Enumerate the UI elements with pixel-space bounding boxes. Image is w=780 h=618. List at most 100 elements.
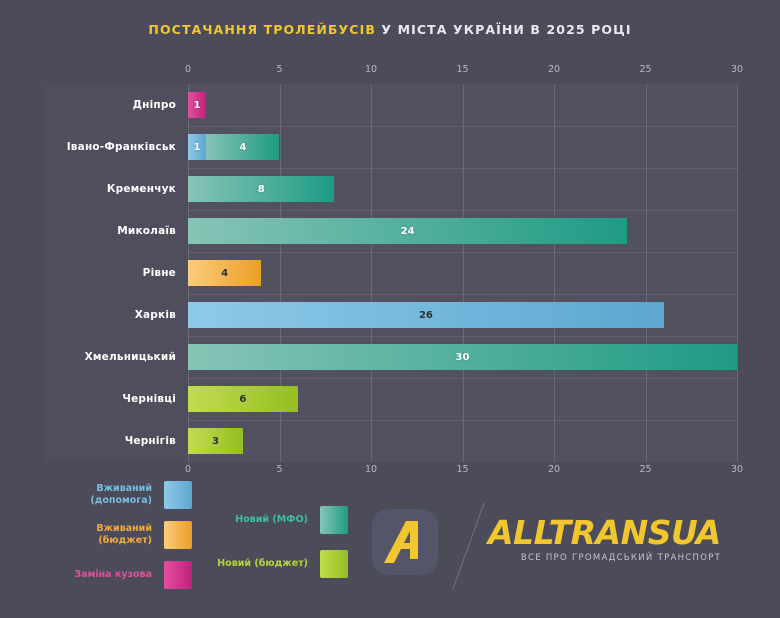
horizontal-gridline — [188, 126, 738, 127]
bar-segment[interactable]: 1 — [188, 92, 207, 118]
page-title-highlight: ПОСТАЧАННЯ ТРОЛЕЙБУСІВ — [148, 22, 376, 37]
x-axis-tick: 25 — [639, 64, 652, 75]
bar-row: Чернівці 6 — [44, 378, 738, 420]
chart-panel: Дніпро 1 Івано-Франківськ 1 4 Кременчук 8 Микол… — [44, 84, 738, 462]
legend-swatch — [164, 561, 192, 589]
legend-swatch — [164, 481, 192, 509]
x-axis-tick: 10 — [364, 64, 378, 75]
bar-segment[interactable]: 3 — [188, 428, 243, 454]
x-axis-tick: 20 — [547, 64, 561, 75]
brand-divider — [452, 502, 485, 590]
x-axis-tick: 5 — [276, 464, 283, 475]
legend-swatch — [320, 550, 348, 578]
bar-row: Івано-Франківськ 1 4 — [44, 126, 738, 168]
bar-track: 24 — [188, 210, 738, 252]
legend-item[interactable]: Вживаний (допомога) — [62, 478, 192, 512]
category-label: Івано-Франківськ — [66, 141, 176, 153]
bar-value-label: 30 — [455, 351, 470, 363]
bar-value-label: 1 — [193, 141, 201, 153]
bar-value-label: 3 — [211, 435, 219, 447]
bar-track: 3 — [188, 420, 738, 462]
vertical-gridline — [371, 84, 372, 462]
category-label: Рівне — [142, 267, 176, 279]
bar-segment[interactable]: 8 — [188, 176, 335, 202]
bar-row: Кременчук 8 — [44, 168, 738, 210]
page-title-rest: У МІСТА УКРАЇНИ В 2025 РОЦІ — [381, 22, 632, 37]
horizontal-gridline — [188, 210, 738, 211]
bar-track: 4 — [188, 252, 738, 294]
bar-track: 6 — [188, 378, 738, 420]
x-axis-bottom: 0 5 10 15 20 25 30 — [184, 464, 743, 478]
bar-row: Чернігів 3 — [44, 420, 738, 462]
bar-row: Миколаїв 24 — [44, 210, 738, 252]
category-label-column — [44, 84, 188, 462]
vertical-gridline — [645, 84, 647, 462]
bar-row: Хмельницький 30 — [44, 336, 738, 378]
category-label: Чернігів — [124, 435, 176, 447]
vertical-gridline — [279, 84, 281, 462]
bar-segment[interactable]: 26 — [188, 302, 664, 328]
bar-segment[interactable]: 24 — [188, 218, 628, 244]
bar-value-label: 4 — [221, 267, 229, 279]
horizontal-gridline — [188, 336, 738, 337]
horizontal-gridline — [188, 420, 738, 421]
bar-row: Дніпро 1 — [44, 84, 738, 126]
legend-right-group: Новий (МФО) Новий (бюджет) — [208, 503, 348, 591]
legend-label: Заміна кузова — [74, 569, 152, 581]
legend-item[interactable]: Новий (бюджет) — [208, 547, 348, 581]
horizontal-gridline — [188, 252, 738, 253]
bar-row: Харків 26 — [44, 294, 738, 336]
legend-label: Новий (МФО) — [235, 514, 308, 526]
bar-segment[interactable]: 1 — [188, 134, 207, 160]
x-axis-tick: 15 — [456, 64, 469, 75]
x-axis-top: 0 5 10 15 20 25 30 — [184, 64, 743, 78]
category-label: Дніпро — [132, 99, 176, 111]
bar-track: 26 — [188, 294, 738, 336]
brand-name: ALLTRANSUA — [488, 513, 721, 552]
bar-value-label: 8 — [257, 183, 265, 195]
brand-logo-icon — [372, 509, 438, 575]
legend-swatch — [320, 506, 348, 534]
x-axis-tick: 20 — [547, 464, 561, 475]
bar-segment[interactable]: 4 — [188, 260, 262, 286]
legend-item[interactable]: Новий (МФО) — [208, 503, 348, 537]
x-axis-tick: 0 — [184, 464, 192, 475]
legend-label: Новий (бюджет) — [217, 558, 308, 570]
vertical-gridline — [737, 84, 738, 462]
bar-track: 8 — [188, 168, 738, 210]
legend-item[interactable]: Вживаний (бюджет) — [62, 518, 192, 552]
vertical-gridline — [462, 84, 464, 462]
bar-segment[interactable]: 30 — [188, 344, 737, 370]
horizontal-gridline — [188, 168, 738, 169]
page-title: ПОСТАЧАННЯ ТРОЛЕЙБУСІВ У МІСТА УКРАЇНИ В… — [0, 22, 780, 37]
horizontal-gridline — [188, 378, 738, 379]
x-axis-tick: 15 — [456, 464, 469, 475]
bar-track: 30 — [188, 336, 738, 378]
horizontal-gridline — [188, 294, 738, 295]
category-label: Кременчук — [106, 183, 176, 195]
category-label: Харків — [134, 309, 176, 321]
x-axis-tick: 5 — [276, 64, 283, 75]
bar-value-label: 6 — [239, 393, 247, 405]
category-label: Миколаїв — [117, 225, 176, 237]
bar-track: 1 — [188, 84, 738, 126]
bar-row: Рівне 4 — [44, 252, 738, 294]
bar-segment[interactable]: 4 — [206, 134, 280, 160]
bar-value-label: 1 — [193, 99, 201, 111]
category-label: Чернівці — [122, 393, 176, 405]
x-axis-tick: 25 — [639, 464, 652, 475]
bar-value-label: 26 — [418, 309, 433, 321]
x-axis-tick: 0 — [184, 64, 192, 75]
vertical-gridline — [554, 84, 555, 462]
legend-label: Вживаний (допомога) — [90, 483, 152, 506]
branding: ALLTRANSUA ВСЕ ПРО ГРОМАДСЬКИЙ ТРАНСПОРТ — [372, 502, 752, 590]
bar-segment[interactable]: 6 — [188, 386, 298, 412]
x-axis-tick: 30 — [730, 464, 744, 475]
legend-label: Вживаний (бюджет) — [96, 523, 152, 546]
x-axis-tick: 30 — [730, 64, 744, 75]
legend-left-group: Вживаний (допомога) Вживаний (бюджет) Замі… — [62, 478, 192, 598]
legend-swatch — [164, 521, 192, 549]
legend-item[interactable]: Заміна кузова — [62, 558, 192, 592]
brand-tagline: ВСЕ ПРО ГРОМАДСЬКИЙ ТРАНСПОРТ — [520, 553, 722, 563]
